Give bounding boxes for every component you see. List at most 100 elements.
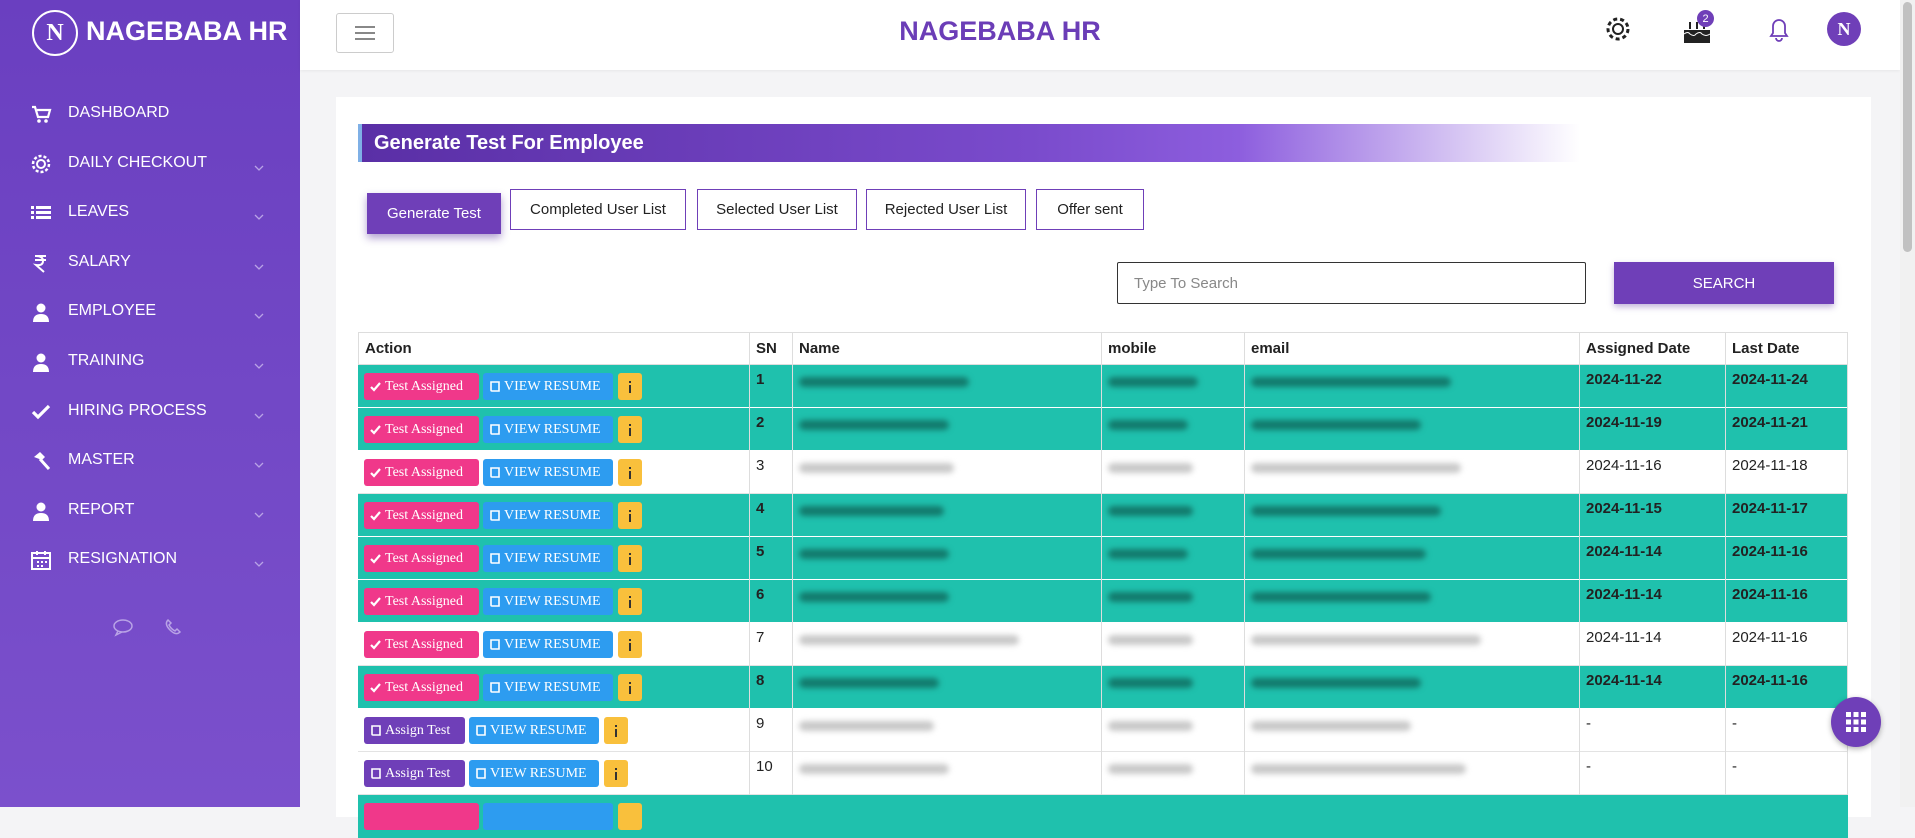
redacted-cell <box>792 537 1101 580</box>
menu-item[interactable]: REPORT <box>0 490 300 530</box>
tab[interactable]: Rejected User List <box>866 189 1026 230</box>
redacted-cell <box>1244 709 1579 752</box>
test-assigned-button[interactable]: Test Assigned <box>364 674 479 701</box>
button-label: VIEW RESUME <box>504 464 601 480</box>
test-assigned-button[interactable]: Test Assigned <box>364 631 479 658</box>
tab[interactable]: Generate Test <box>367 193 501 234</box>
redacted-text <box>799 377 969 387</box>
view-resume-button[interactable]: VIEW RESUME <box>483 459 613 486</box>
menu-item[interactable]: RESIGNATION <box>0 539 300 579</box>
menu-item[interactable]: HIRING PROCESS <box>0 391 300 431</box>
redacted-cell <box>1101 408 1244 451</box>
sn-cell: 7 <box>749 623 792 666</box>
redacted-text <box>1108 420 1188 430</box>
view-resume-button[interactable]: VIEW RESUME <box>483 545 613 572</box>
redacted-cell <box>792 752 1101 795</box>
assigned-date-cell: 2024-11-22 <box>1579 365 1725 408</box>
menu-item[interactable]: TRAINING <box>0 341 300 381</box>
info-button[interactable] <box>618 416 642 443</box>
menu-label: DASHBOARD <box>68 104 170 121</box>
column-header: Name <box>792 332 1101 365</box>
menu-icon <box>30 500 52 522</box>
menu-label: RESIGNATION <box>68 550 178 568</box>
test-assigned-button[interactable]: Test Assigned <box>364 373 479 400</box>
menu-item[interactable]: DASHBOARD <box>0 93 300 133</box>
menu-item[interactable]: DAILY CHECKOUT <box>0 143 300 183</box>
view-resume-button[interactable]: VIEW RESUME <box>469 717 599 744</box>
column-header: Assigned Date <box>1579 332 1725 365</box>
menu-item[interactable]: LEAVES <box>0 192 300 232</box>
view-resume-button[interactable]: VIEW RESUME <box>483 373 613 400</box>
redacted-cell <box>792 709 1101 752</box>
tab[interactable]: Selected User List <box>697 189 857 230</box>
button-label: Test Assigned <box>385 507 463 523</box>
apps-button[interactable] <box>1831 697 1881 747</box>
menu-item[interactable]: MASTER <box>0 440 300 480</box>
test-assigned-button[interactable]: Test Assigned <box>364 545 479 572</box>
test-assigned-button[interactable]: Test Assigned <box>364 459 479 486</box>
button-label: Assign Test <box>385 722 451 738</box>
avatar[interactable]: N <box>1827 12 1861 46</box>
view-resume-button[interactable]: VIEW RESUME <box>483 674 613 701</box>
logo[interactable]: N <box>32 10 78 56</box>
view-resume-button[interactable]: VIEW RESUME <box>483 588 613 615</box>
last-date-cell: 2024-11-24 <box>1725 365 1848 408</box>
button-label: Test Assigned <box>385 550 463 566</box>
assigned-date-cell: 2024-11-15 <box>1579 494 1725 537</box>
tab[interactable]: Offer sent <box>1036 189 1144 230</box>
info-button[interactable] <box>618 631 642 658</box>
info-button[interactable] <box>618 674 642 701</box>
redacted-text <box>799 764 949 774</box>
info-button[interactable] <box>618 373 642 400</box>
brand[interactable]: NAGEBABA HR <box>86 16 288 46</box>
test-assigned-button[interactable]: Test Assigned <box>364 416 479 443</box>
test-assigned-button[interactable]: Test Assigned <box>364 588 479 615</box>
chevron <box>254 307 264 325</box>
button-label: Test Assigned <box>385 464 463 480</box>
assign-test-button[interactable]: Assign Test <box>364 760 465 787</box>
sn-cell: 4 <box>749 494 792 537</box>
info-button[interactable] <box>618 459 642 486</box>
last-date-cell: - <box>1725 709 1848 752</box>
sn-cell: 2 <box>749 408 792 451</box>
menu-icon <box>30 202 52 224</box>
sn-cell: 10 <box>749 752 792 795</box>
info-button[interactable] <box>618 502 642 529</box>
info-button[interactable] <box>604 717 628 744</box>
sn-cell: 3 <box>749 451 792 494</box>
settings-icon[interactable] <box>1603 14 1633 44</box>
menu-icon <box>30 103 52 125</box>
search-button[interactable]: SEARCH <box>1614 262 1834 304</box>
button-label: VIEW RESUME <box>490 765 587 781</box>
search-input[interactable]: Type To Search <box>1117 262 1586 304</box>
chevron <box>254 407 264 425</box>
last-date-cell: 2024-11-16 <box>1725 580 1848 623</box>
button-label: VIEW RESUME <box>504 636 601 652</box>
view-resume-button[interactable]: VIEW RESUME <box>469 760 599 787</box>
redacted-cell <box>792 623 1101 666</box>
redacted-cell <box>1244 494 1579 537</box>
assigned-date-cell: - <box>1579 709 1725 752</box>
info-button[interactable] <box>604 760 628 787</box>
view-resume-button[interactable]: VIEW RESUME <box>483 631 613 658</box>
view-resume-button[interactable]: VIEW RESUME <box>483 502 613 529</box>
redacted-text <box>799 721 934 731</box>
redacted-cell <box>1244 537 1579 580</box>
last-date-cell: 2024-11-16 <box>1725 537 1848 580</box>
assign-test-button[interactable]: Assign Test <box>364 717 465 744</box>
view-resume-button[interactable]: VIEW RESUME <box>483 416 613 443</box>
menu-icon <box>30 351 52 373</box>
button-label: Test Assigned <box>385 679 463 695</box>
menu-item[interactable]: SALARY <box>0 242 300 282</box>
redacted-text <box>1251 721 1411 731</box>
redacted-cell <box>1244 451 1579 494</box>
test-assigned-button[interactable]: Test Assigned <box>364 502 479 529</box>
menu-item[interactable]: EMPLOYEE <box>0 291 300 331</box>
sidebar: N NAGEBABA HR DASHBOARD DAILY CHECKOUT LEA… <box>0 0 300 807</box>
tab[interactable]: Completed User List <box>510 189 686 230</box>
menu-toggle[interactable] <box>336 13 394 53</box>
redacted-cell <box>792 451 1101 494</box>
info-button[interactable] <box>618 545 642 572</box>
bell-icon[interactable] <box>1766 14 1792 44</box>
info-button[interactable] <box>618 588 642 615</box>
